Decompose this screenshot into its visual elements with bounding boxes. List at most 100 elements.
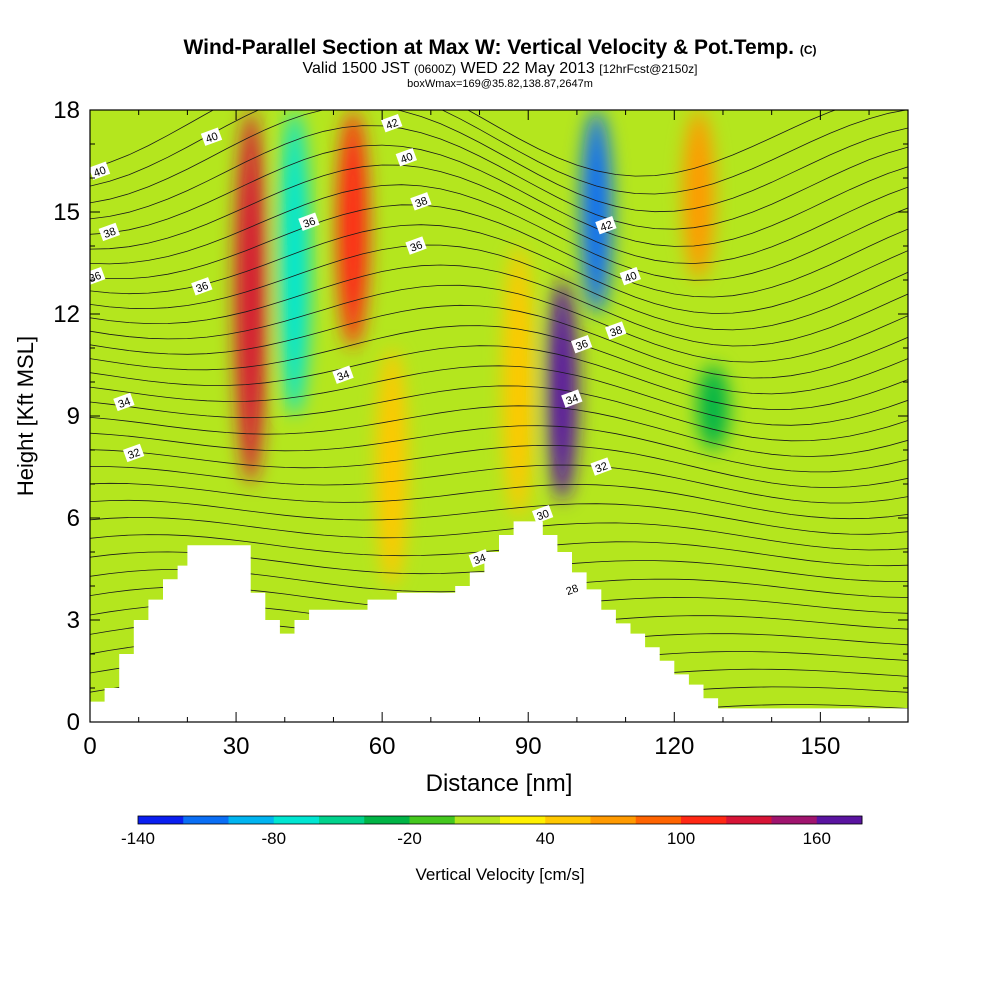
theta-label: 36 (87, 266, 106, 286)
terrain (90, 521, 908, 722)
theta-contour-line (90, 385, 908, 442)
theta-contour-line (90, 144, 908, 247)
colorbar-swatch (635, 816, 682, 824)
theta-label-box (113, 392, 135, 412)
velocity-field: 40 38 36 34 32 40 36 36 34 42 40 38 36 42 40 38 36 34 32 30… (87, 110, 908, 722)
theta-label-text: 32 (126, 447, 142, 462)
colorbar-tick-label: -80 (261, 829, 286, 848)
colorbar-swatch (273, 816, 320, 824)
theta-label-text: 34 (117, 396, 133, 411)
colorbar-swatch (590, 816, 637, 824)
theta-label-text: 34 (336, 368, 352, 383)
theta-label-text: 38 (608, 324, 624, 339)
chart-subtitle: Valid 1500 JST (0600Z) WED 22 May 2013 [… (0, 60, 1000, 78)
x-tick-label: 120 (654, 733, 694, 760)
velocity-blobs (234, 110, 730, 586)
velocity-feature-core-0 (242, 172, 259, 422)
theta-label-text: 38 (102, 226, 118, 241)
theta-label-box (98, 222, 121, 242)
theta-label-text: 36 (195, 280, 211, 295)
x-tick-label: 0 (83, 733, 96, 760)
theta-contour-line (90, 499, 908, 535)
theta-label: 40 (619, 266, 642, 286)
theta-contour-line (90, 405, 908, 457)
velocity-feature-core-1 (286, 161, 303, 365)
colorbar-swatch (545, 816, 591, 824)
colorbar-swatch (228, 816, 275, 824)
theta-label-text: 40 (204, 130, 220, 145)
theta-label: 40 (90, 161, 111, 180)
colorbar-swatch (183, 816, 229, 824)
theta-label: 36 (191, 277, 213, 296)
theta-label: 34 (468, 549, 491, 568)
theta-contour-line (90, 110, 908, 213)
colorbar-swatch (454, 816, 501, 824)
theta-label-text: 36 (409, 239, 425, 254)
theta-label-text: 36 (574, 338, 590, 353)
colorbar-swatch (138, 816, 184, 824)
theta-label-box (590, 457, 612, 476)
theta-label-text: 40 (399, 151, 415, 166)
valid-utc: (0600Z) (414, 62, 457, 76)
theta-label: 36 (405, 236, 427, 255)
theta-label-box (191, 277, 213, 296)
theta-label-text: 28 (565, 583, 581, 598)
theta-label-text: 42 (384, 117, 400, 132)
theta-contour-line (90, 244, 908, 331)
theta-label-box (410, 192, 432, 211)
chart-title-text: Wind-Parallel Section at Max W: Vertical… (183, 36, 794, 59)
theta-label-box (90, 266, 106, 286)
theta-contour-line (90, 464, 908, 504)
theta-label-box (395, 147, 418, 167)
theta-contour-line (90, 425, 908, 473)
theta-label-box (605, 321, 627, 340)
y-tick-label: 3 (67, 607, 80, 634)
colorbar-swatch (771, 816, 818, 824)
theta-label: 34 (561, 389, 583, 408)
theta-label-text: 40 (92, 164, 108, 179)
x-tick-label: 150 (800, 733, 840, 760)
theta-label: 42 (381, 113, 403, 133)
colorbar-frame (137, 815, 863, 825)
colorbar-swatch (364, 816, 410, 824)
colorbar-label: Vertical Velocity [cm/s] (415, 865, 584, 884)
valid-time: Valid 1500 JST (302, 60, 410, 77)
theta-label-box (90, 161, 111, 180)
theta-label: 36 (570, 334, 593, 354)
theta-label: 36 (298, 212, 320, 231)
theta-label-text: 30 (535, 508, 551, 523)
theta-label-text: 32 (594, 460, 610, 475)
theta-label: 38 (410, 192, 432, 211)
theta-contour-line (90, 184, 908, 281)
theta-contour-line (90, 482, 908, 520)
theta-label-text: 42 (599, 219, 615, 234)
theta-contour-line (90, 345, 908, 411)
theta-contour-line (90, 164, 908, 264)
colorbar-tick-label: 40 (536, 829, 555, 848)
theta-contour-line (90, 125, 908, 230)
velocity-feature-core-4 (510, 291, 527, 473)
theta-label-box (595, 215, 617, 235)
y-tick-label: 9 (67, 403, 80, 430)
theta-label-text: 40 (623, 270, 639, 285)
colorbar-swatch (409, 816, 456, 824)
x-tick-label: 60 (369, 733, 396, 760)
theta-contour-line (90, 284, 908, 363)
theta-label-text: 36 (87, 270, 103, 285)
theta-contour-line (90, 204, 908, 298)
y-tick-label: 15 (53, 199, 80, 226)
velocity-feature-core-7 (690, 138, 707, 252)
y-tick-label: 6 (67, 505, 80, 532)
colorbar-tick-label: -20 (397, 829, 422, 848)
theta-label: 34 (113, 392, 135, 412)
colorbar-swatch (319, 816, 365, 824)
theta-label-box (570, 334, 593, 354)
y-tick-label: 0 (67, 709, 80, 736)
theta-label-box (561, 579, 583, 599)
theta-contour-line (90, 304, 908, 379)
valid-date: WED 22 May 2013 (460, 60, 595, 77)
theta-label: 42 (595, 215, 617, 235)
theta-label-box (531, 504, 554, 524)
